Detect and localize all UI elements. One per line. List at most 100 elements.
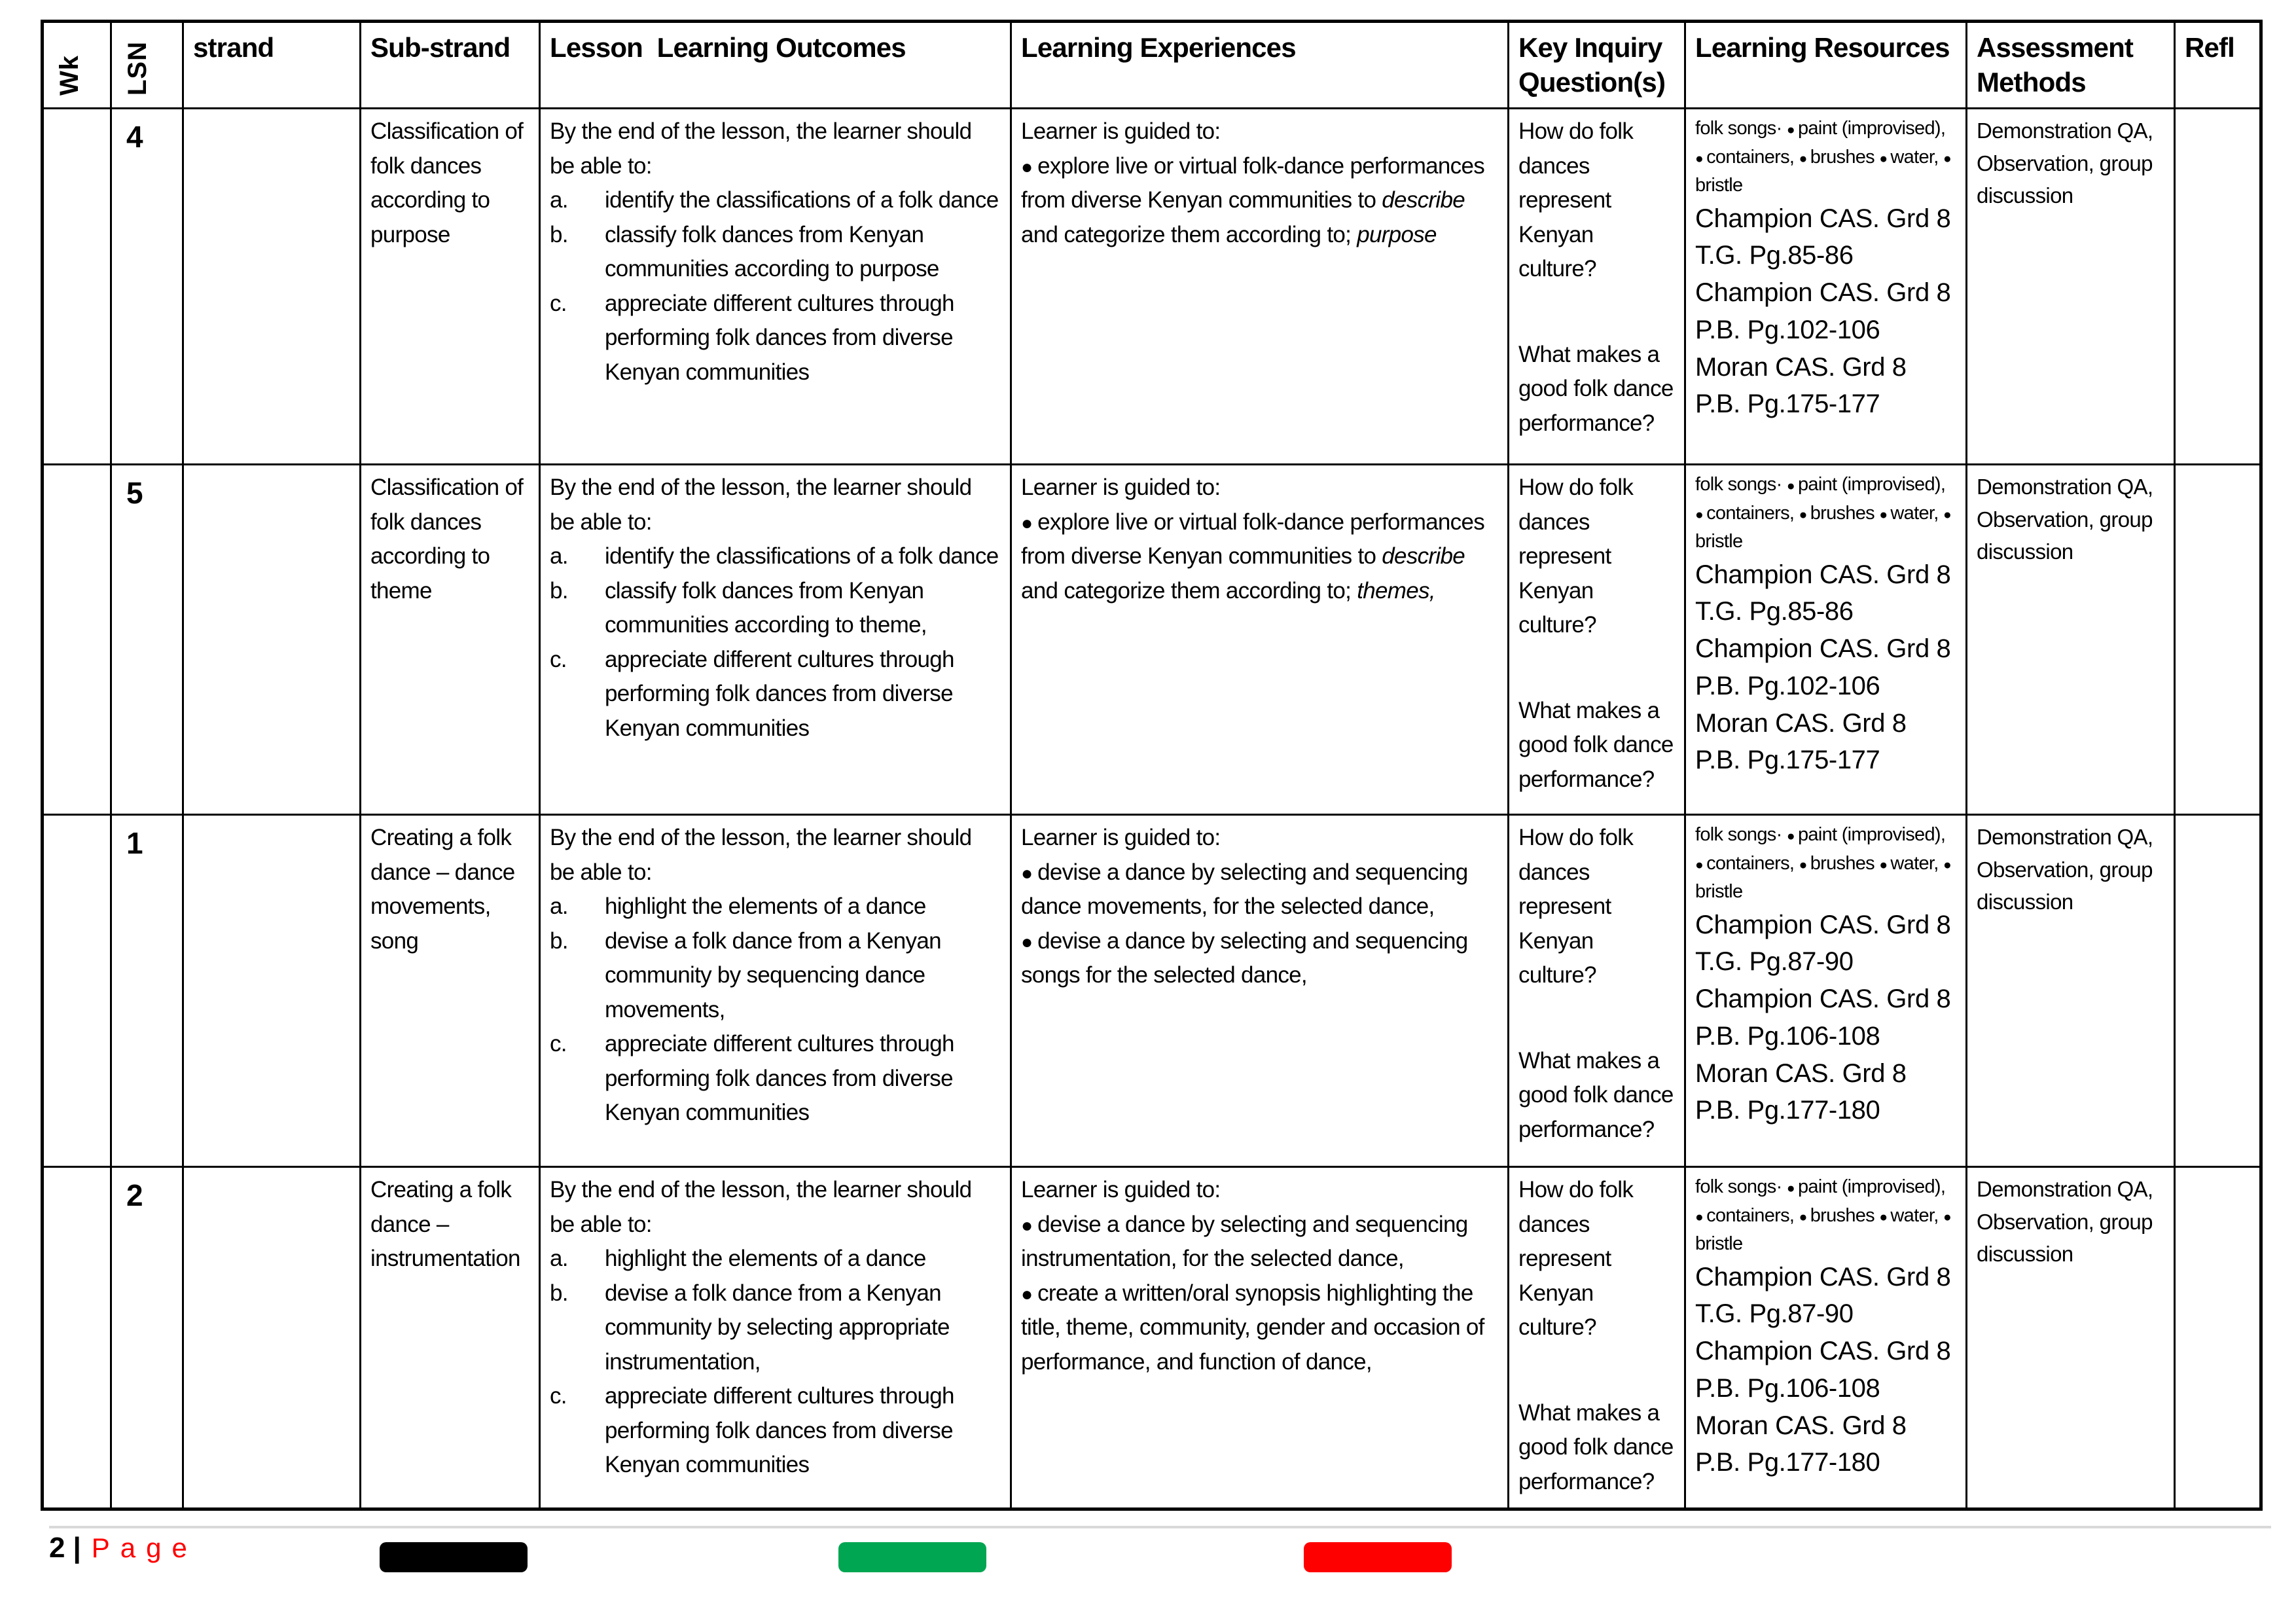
green-highlight-bar xyxy=(838,1542,986,1572)
lsn-value: 2 xyxy=(126,1178,143,1212)
outcome-item: a. identify the classifications of a folk… xyxy=(550,539,1001,574)
header-row: Wk LSN strand Sub-strand Lesson Learning… xyxy=(41,20,2262,109)
sub-strand-text: Creating a folk dance – instrumentation xyxy=(370,1177,520,1271)
resources-improvised-list: folk songs· ● paint (improvised), ● cont… xyxy=(1695,118,1955,196)
bullet-icon: ● xyxy=(1799,857,1808,873)
resource-book: Champion CAS. Grd 8 T.G. Pg.85-86 xyxy=(1695,560,1951,626)
outcome-item: a. highlight the elements of a dance xyxy=(550,1242,1001,1276)
experience-text: describe xyxy=(1382,543,1465,569)
footer-highlight-bars xyxy=(0,1542,2296,1574)
scheme-of-work-table-wrap: Wk LSN strand Sub-strand Lesson Learning… xyxy=(41,20,2263,1511)
assessment-text: Demonstration QA, Observation, group dis… xyxy=(1977,118,2153,208)
bullet-icon: ● xyxy=(1786,122,1795,137)
sub-strand-text: Classification of folk dances according … xyxy=(370,118,524,247)
assessment-cell: Demonstration QA, Observation, group dis… xyxy=(1965,814,2176,1168)
refl-cell xyxy=(2174,814,2262,1168)
resources-header-cell: Learning Resources xyxy=(1684,20,1967,109)
kiq-cell: How do folk dances represent Kenyan cult… xyxy=(1507,1166,1686,1510)
experience-text: and categorize them according to; xyxy=(1021,577,1357,604)
refl-header-cell: Refl xyxy=(2174,20,2262,109)
key-inquiry-question: What makes a good folk dance performance… xyxy=(1518,1399,1674,1494)
outcome-letter: b. xyxy=(550,928,568,954)
bullet-icon: ● xyxy=(1943,1209,1952,1225)
sub-strand-text: Classification of folk dances according … xyxy=(370,475,524,604)
resource-book: Moran CAS. Grd 8 P.B. Pg.177-180 xyxy=(1695,1411,1907,1477)
strand-header-cell: strand xyxy=(182,20,361,109)
resource-book: Moran CAS. Grd 8 P.B. Pg.177-180 xyxy=(1695,1058,1907,1125)
resources-books: Champion CAS. Grd 8 T.G. Pg.87-90 Champio… xyxy=(1695,1259,1956,1482)
experience-text: and categorize them according to; xyxy=(1021,221,1357,247)
red-highlight-bar xyxy=(1304,1542,1452,1572)
kiq-cell: How do folk dances represent Kenyan cult… xyxy=(1507,814,1686,1168)
experiences-intro: Learner is guided to: xyxy=(1021,475,1221,500)
experience-bullet: ● devise a dance by selecting and sequen… xyxy=(1021,1208,1498,1276)
experiences-header-cell: Learning Experiences xyxy=(1010,20,1509,109)
experiences-intro: Learner is guided to: xyxy=(1021,825,1221,850)
resource-book: Champion CAS. Grd 8 P.B. Pg.106-108 xyxy=(1695,984,1951,1051)
outcomes-header-cell: Lesson Learning Outcomes xyxy=(539,20,1012,109)
outcomes-cell: By the end of the lesson, the learner sh… xyxy=(539,107,1012,465)
key-inquiry-question: What makes a good folk dance performance… xyxy=(1518,697,1674,792)
strand-cell xyxy=(182,1166,361,1510)
lsn-cell: 4 xyxy=(110,107,184,465)
bullet-icon: ● xyxy=(1021,512,1038,534)
experience-text: devise a dance by selecting and sequenci… xyxy=(1021,928,1468,988)
experience-bullet: ● create a written/oral synopsis highlig… xyxy=(1021,1276,1498,1380)
wk-cell xyxy=(41,1166,112,1510)
assessment-text: Demonstration QA, Observation, group dis… xyxy=(1977,1177,2153,1266)
experiences-list: ● devise a dance by selecting and sequen… xyxy=(1021,856,1498,993)
outcome-text: classify folk dances from Kenyan communi… xyxy=(605,577,927,638)
wk-cell xyxy=(41,814,112,1168)
outcome-letter: a. xyxy=(550,543,568,569)
bullet-icon: ● xyxy=(1786,478,1795,494)
bullet-icon: ● xyxy=(1879,507,1888,522)
experiences-list: ● explore live or virtual folk-dance per… xyxy=(1021,149,1498,253)
outcome-letter: c. xyxy=(550,646,567,672)
table-row: 1 Creating a folk dance – dance movement… xyxy=(41,814,2262,1168)
experiences-list: ● devise a dance by selecting and sequen… xyxy=(1021,1208,1498,1380)
bullet-icon: ● xyxy=(1799,507,1808,522)
key-inquiry-question: How do folk dances represent Kenyan cult… xyxy=(1518,1177,1634,1340)
assessment-cell: Demonstration QA, Observation, group dis… xyxy=(1965,107,2176,465)
outcome-text: highlight the elements of a dance xyxy=(605,1246,926,1271)
outcome-letter: c. xyxy=(550,290,567,316)
resources-improvised-list: folk songs· ● paint (improvised), ● cont… xyxy=(1695,824,1955,902)
outcome-item: b. devise a folk dance from a Kenyan comm… xyxy=(550,924,1001,1028)
experience-bullet: ● explore live or virtual folk-dance per… xyxy=(1021,149,1498,253)
outcomes-list: a. identify the classifications of a folk… xyxy=(550,539,1001,746)
resources-improvised-list: folk songs· ● paint (improvised), ● cont… xyxy=(1695,1176,1955,1254)
resource-book: Champion CAS. Grd 8 P.B. Pg.102-106 xyxy=(1695,634,1951,700)
resources-lead: folk songs· xyxy=(1695,474,1787,495)
kiq-cell: How do folk dances represent Kenyan cult… xyxy=(1507,463,1686,816)
resource-book: Champion CAS. Grd 8 T.G. Pg.85-86 xyxy=(1695,204,1951,270)
page-footer: 2 | Page xyxy=(49,1532,198,1564)
lsn-value: 1 xyxy=(126,826,143,860)
outcome-text: appreciate different cultures through pe… xyxy=(605,290,955,385)
wk-cell xyxy=(41,107,112,465)
experience-text: describe xyxy=(1382,187,1465,213)
experience-text: purpose xyxy=(1357,221,1437,247)
bullet-icon: ● xyxy=(1695,857,1704,873)
bullet-icon: ● xyxy=(1021,1214,1038,1236)
outcome-text: identify the classifications of a folk d… xyxy=(605,543,999,569)
lsn-header-cell: LSN xyxy=(110,20,184,109)
strand-cell xyxy=(182,814,361,1168)
table-row: 2 Creating a folk dance – instrumentatio… xyxy=(41,1166,2262,1510)
outcome-item: b. classify folk dances from Kenyan commu… xyxy=(550,218,1001,287)
sub-strand-cell: Creating a folk dance – dance movements,… xyxy=(359,814,541,1168)
key-inquiry-question: What makes a good folk dance performance… xyxy=(1518,341,1674,436)
experiences-cell: Learner is guided to: ● devise a dance b… xyxy=(1010,814,1509,1168)
experiences-cell: Learner is guided to: ● explore live or … xyxy=(1010,463,1509,816)
outcome-item: c. appreciate different cultures through … xyxy=(550,1027,1001,1130)
experience-bullet: ● devise a dance by selecting and sequen… xyxy=(1021,856,1498,924)
page-label: Page xyxy=(91,1532,198,1563)
bullet-icon: ● xyxy=(1799,1209,1808,1225)
outcome-letter: c. xyxy=(550,1383,567,1409)
outcomes-cell: By the end of the lesson, the learner sh… xyxy=(539,814,1012,1168)
refl-cell xyxy=(2174,1166,2262,1510)
assessment-text: Demonstration QA, Observation, group dis… xyxy=(1977,475,2153,564)
table-body: 4 Classification of folk dances accordin… xyxy=(41,107,2262,1510)
resource-book: Champion CAS. Grd 8 T.G. Pg.87-90 xyxy=(1695,1262,1951,1329)
outcome-item: a. identify the classifications of a folk… xyxy=(550,183,1001,218)
